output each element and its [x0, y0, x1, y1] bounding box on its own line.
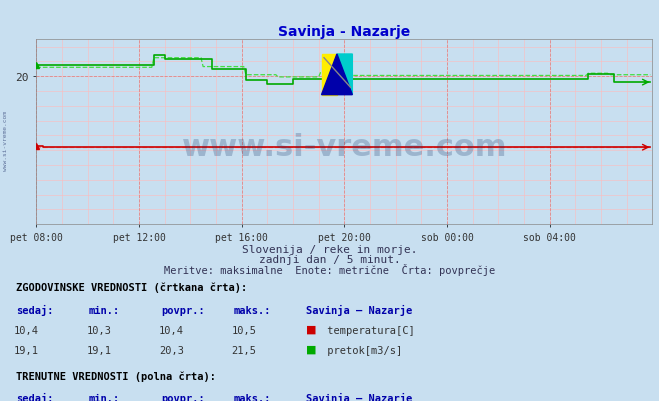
Text: temperatura[C]: temperatura[C]: [321, 325, 415, 335]
Polygon shape: [337, 55, 353, 95]
Text: www.si-vreme.com: www.si-vreme.com: [3, 110, 8, 170]
Text: 10,4: 10,4: [14, 325, 39, 335]
Title: Savinja - Nazarje: Savinja - Nazarje: [278, 25, 411, 39]
Bar: [322, 55, 337, 95]
Text: ■: ■: [306, 344, 317, 354]
Text: www.si-vreme.com: www.si-vreme.com: [182, 133, 507, 162]
Text: sedaj:: sedaj:: [16, 392, 54, 401]
Text: 10,3: 10,3: [86, 325, 111, 335]
Text: 10,5: 10,5: [231, 325, 256, 335]
Text: ■: ■: [306, 324, 317, 334]
Text: Savinja – Nazarje: Savinja – Nazarje: [306, 392, 413, 401]
Polygon shape: [322, 55, 353, 95]
Text: Meritve: maksimalne  Enote: metrične  Črta: povprečje: Meritve: maksimalne Enote: metrične Črta…: [164, 263, 495, 275]
Text: ZGODOVINSKE VREDNOSTI (črtkana črta):: ZGODOVINSKE VREDNOSTI (črtkana črta):: [16, 282, 248, 293]
Text: min.:: min.:: [89, 393, 120, 401]
Text: 19,1: 19,1: [14, 345, 39, 355]
Text: zadnji dan / 5 minut.: zadnji dan / 5 minut.: [258, 255, 401, 265]
Text: TRENUTNE VREDNOSTI (polna črta):: TRENUTNE VREDNOSTI (polna črta):: [16, 371, 216, 381]
Text: min.:: min.:: [89, 305, 120, 315]
Text: Savinja – Nazarje: Savinja – Nazarje: [306, 304, 413, 315]
Text: maks.:: maks.:: [234, 305, 272, 315]
Text: sedaj:: sedaj:: [16, 304, 54, 315]
Text: 21,5: 21,5: [231, 345, 256, 355]
Text: maks.:: maks.:: [234, 393, 272, 401]
Text: 19,1: 19,1: [86, 345, 111, 355]
Text: povpr.:: povpr.:: [161, 305, 205, 315]
Text: pretok[m3/s]: pretok[m3/s]: [321, 345, 402, 355]
Text: 20,3: 20,3: [159, 345, 184, 355]
Text: Slovenija / reke in morje.: Slovenija / reke in morje.: [242, 245, 417, 255]
Text: povpr.:: povpr.:: [161, 393, 205, 401]
Text: 10,4: 10,4: [159, 325, 184, 335]
